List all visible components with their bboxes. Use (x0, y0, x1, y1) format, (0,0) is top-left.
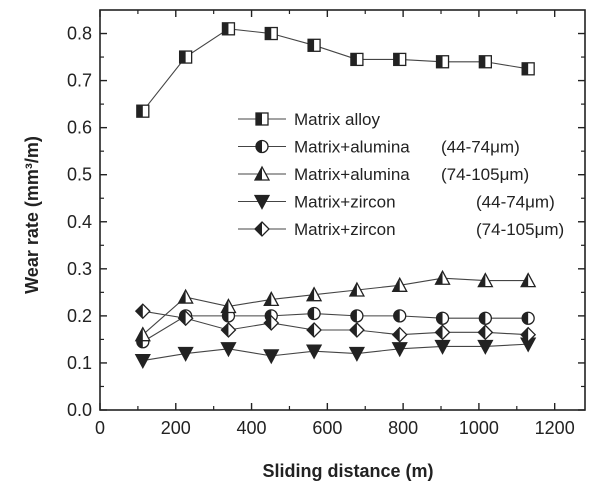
axes: 0 200 400 600 800 1000 1200 0.0 0.1 0.2 0.3 0.4 0.5 0… (67, 9, 586, 438)
legend-range: (74-105μm) (476, 220, 564, 239)
y-tick-label: 0.2 (67, 306, 92, 326)
data-point (263, 349, 280, 365)
data-point (134, 326, 151, 342)
legend-marker (255, 112, 269, 126)
data-point (521, 311, 535, 325)
data-point (477, 324, 494, 341)
legend-label: Matrix+alumina (294, 138, 410, 157)
data-point (136, 104, 150, 118)
data-point (263, 315, 280, 331)
data-point (434, 339, 451, 355)
data-point (477, 339, 494, 355)
data-point (263, 291, 280, 307)
legend-marker (255, 139, 269, 154)
legend-marker (253, 165, 271, 181)
data-point (520, 272, 537, 288)
data-point (220, 298, 237, 314)
data-point (434, 324, 451, 341)
x-tick-label: 1000 (459, 418, 499, 438)
legend-entry: Matrix+alumina (44-74μm) (238, 138, 520, 157)
data-point (391, 342, 408, 358)
legend-entry: Matrix alloy (238, 110, 380, 129)
legend-range: (44-74μm) (476, 193, 555, 212)
data-point (177, 346, 194, 362)
data-point (521, 62, 535, 76)
legend-entry: Matrix+alumina (74-105μm) (238, 165, 529, 184)
legend-marker (253, 194, 271, 210)
series-line (142, 343, 529, 362)
data-point (307, 38, 321, 52)
data-point (134, 353, 151, 369)
series-1 (136, 22, 535, 118)
data-point (348, 346, 365, 362)
data-point (307, 306, 321, 321)
series-5 (134, 303, 537, 343)
x-tick-label: 200 (161, 418, 191, 438)
x-tick-label: 0 (95, 418, 105, 438)
y-tick-label: 0.3 (67, 259, 92, 279)
data-point (393, 309, 407, 323)
data-point (220, 342, 237, 358)
series-4 (134, 337, 537, 369)
data-point (177, 310, 194, 327)
y-tick-label: 0.6 (67, 118, 92, 138)
y-axis-title: Wear rate (mm³/m) (22, 136, 42, 294)
data-point (306, 322, 323, 338)
data-point (478, 311, 492, 325)
y-tick-label: 0.0 (67, 400, 92, 420)
series-line (142, 310, 529, 336)
data-point (220, 322, 237, 338)
x-axis-title: Sliding distance (m) (262, 461, 433, 481)
x-tick-label: 600 (312, 418, 342, 438)
y-tick-label: 0.8 (67, 24, 92, 44)
data-point (391, 326, 408, 343)
legend-range: (44-74μm) (441, 138, 520, 157)
x-tick-label: 800 (388, 418, 418, 438)
legend-label: Matrix+zircon (294, 220, 396, 239)
data-point (177, 288, 194, 304)
data-point (348, 281, 365, 297)
x-tick-label: 1200 (535, 418, 575, 438)
y-tick-label: 0.5 (67, 165, 92, 185)
data-point (178, 50, 193, 64)
legend-label: Matrix alloy (294, 110, 380, 129)
data-point (393, 52, 407, 67)
data-point (391, 276, 408, 292)
x-tick-label: 400 (237, 418, 267, 438)
legend-entry: Matrix+zircon (44-74μm) (238, 193, 555, 212)
data-point (348, 322, 365, 338)
data-point (305, 286, 323, 302)
legend-label: Matrix+alumina (294, 165, 410, 184)
plot-frame (99, 9, 586, 411)
data-point (134, 303, 151, 320)
data-point (435, 55, 450, 69)
series-2 (136, 306, 535, 349)
y-tick-label: 0.7 (67, 71, 92, 91)
series-line (142, 277, 529, 336)
data-point (350, 52, 364, 67)
y-tick-label: 0.1 (67, 353, 92, 373)
series-layer (134, 22, 537, 369)
data-point (520, 326, 537, 343)
data-point (435, 311, 450, 325)
legend-entry: Matrix+zircon (74-105μm) (238, 220, 564, 239)
legend-range: (74-105μm) (441, 165, 529, 184)
series-line (142, 28, 529, 112)
series-3 (134, 269, 537, 342)
series-line (142, 312, 529, 343)
data-point (477, 272, 494, 288)
legend-marker (254, 221, 270, 237)
data-point (221, 22, 236, 36)
data-point (478, 55, 492, 69)
data-point (305, 344, 323, 360)
data-point (264, 26, 278, 41)
data-point (434, 269, 451, 285)
legend-label: Matrix+zircon (294, 193, 396, 212)
y-tick-label: 0.4 (67, 212, 92, 232)
data-point (350, 309, 364, 323)
